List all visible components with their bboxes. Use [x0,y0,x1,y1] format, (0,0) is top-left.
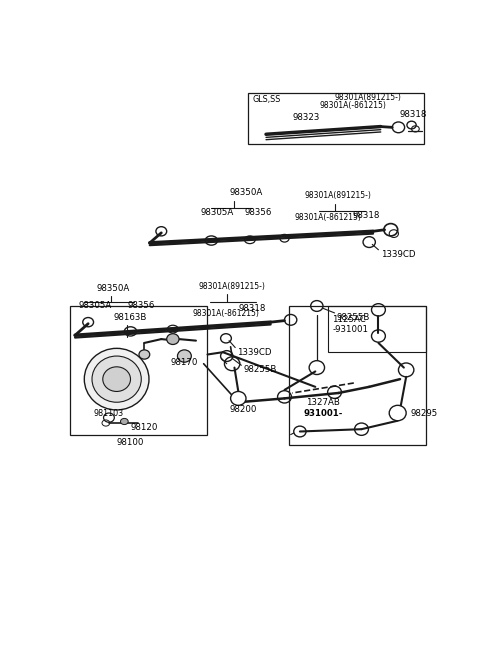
Text: 98255B: 98255B [337,313,370,322]
Text: 1125AC: 1125AC [332,315,366,324]
Ellipse shape [103,367,131,392]
Ellipse shape [167,334,179,344]
Ellipse shape [178,350,192,362]
Text: 98305A: 98305A [78,302,111,311]
Text: 98318: 98318 [352,212,380,220]
Text: 98100: 98100 [117,438,144,447]
Text: 98356: 98356 [244,208,272,217]
Text: 1339CD: 1339CD [237,348,271,357]
Ellipse shape [84,348,149,410]
Text: 931001-: 931001- [304,409,343,419]
Bar [328,306,426,352]
Ellipse shape [389,405,406,420]
Bar [248,93,424,145]
Text: 98301A(891215-): 98301A(891215-) [304,191,372,200]
Text: 98350A: 98350A [229,189,262,197]
Text: 98318: 98318 [238,304,265,313]
Text: 98301A(-861215): 98301A(-861215) [320,101,387,110]
Ellipse shape [230,392,246,405]
Text: 98350A: 98350A [96,284,130,293]
Text: 98356: 98356 [127,302,155,311]
Text: 98163B: 98163B [114,313,147,322]
Text: 98255B: 98255B [244,365,277,374]
Text: 98295: 98295 [411,409,438,419]
Bar [71,306,207,434]
Ellipse shape [92,356,141,402]
Text: GLS,SS: GLS,SS [253,95,281,104]
Text: 98318: 98318 [400,110,427,119]
Text: -931001: -931001 [332,325,368,334]
Text: 98323: 98323 [292,113,320,122]
Text: 1327AB: 1327AB [306,397,340,407]
Bar [289,306,426,445]
Text: 98170: 98170 [170,357,198,367]
Text: 98200: 98200 [229,405,256,415]
Text: 98120: 98120 [131,423,158,432]
Text: 98305A: 98305A [201,208,234,217]
Text: 98301A(891215-): 98301A(891215-) [335,93,401,102]
Ellipse shape [120,419,128,424]
Text: 98301A(-861215): 98301A(-861215) [192,309,259,318]
Text: 98301A(-861215): 98301A(-861215) [295,213,361,222]
Text: 1339CD: 1339CD [381,250,415,259]
Text: 98301A(891215-): 98301A(891215-) [198,283,265,291]
Text: 981103: 981103 [94,409,124,419]
Ellipse shape [139,350,150,359]
